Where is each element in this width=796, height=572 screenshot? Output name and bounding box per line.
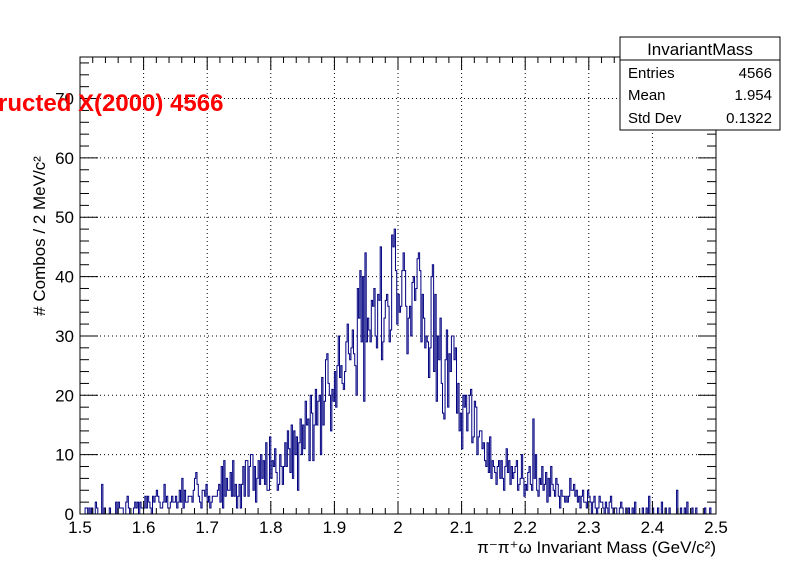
x-tick-label: 1.8 bbox=[259, 518, 283, 537]
x-tick-labels: 1.5 1.6 1.7 1.8 1.9 2 2.1 2.2 2.3 2.4 2.5 bbox=[68, 518, 728, 537]
y-tick-label: 40 bbox=[55, 268, 74, 287]
x-axis-title: π⁻π⁺ω Invariant Mass (GeV/c²) bbox=[477, 538, 716, 557]
y-tick-label: 0 bbox=[65, 505, 74, 524]
stats-entries-label: Entries bbox=[628, 65, 675, 82]
stats-std-value: 0.1322 bbox=[726, 110, 772, 127]
x-tick-label: 2.1 bbox=[450, 518, 474, 537]
x-tick-label: 1.7 bbox=[195, 518, 219, 537]
y-tick-label: 70 bbox=[55, 90, 74, 109]
overlay-title-text: ructed X(2000) 4566 bbox=[0, 90, 223, 117]
y-tick-label: 10 bbox=[55, 446, 74, 465]
stats-mean-value: 1.954 bbox=[734, 87, 772, 104]
y-tick-label: 20 bbox=[55, 386, 74, 405]
y-tick-label: 60 bbox=[55, 149, 74, 168]
axis-ticks bbox=[79, 57, 717, 515]
stats-title: InvariantMass bbox=[647, 40, 753, 59]
y-tick-label: 50 bbox=[55, 208, 74, 227]
x-tick-label: 2.3 bbox=[577, 518, 601, 537]
y-tick-labels: 0 10 20 30 40 50 60 70 bbox=[55, 90, 74, 524]
x-tick-label: 2.5 bbox=[704, 518, 728, 537]
y-tick-label: 30 bbox=[55, 327, 74, 346]
histogram-line bbox=[80, 228, 716, 514]
x-tick-label: 2.4 bbox=[641, 518, 665, 537]
stats-entries-value: 4566 bbox=[739, 65, 772, 82]
x-tick-label: 1.9 bbox=[323, 518, 347, 537]
stats-box-frame bbox=[619, 36, 781, 131]
x-tick-label: 1.6 bbox=[132, 518, 156, 537]
stats-box: InvariantMass Entries 4566 Mean 1.954 St… bbox=[619, 36, 781, 131]
x-tick-label: 2.2 bbox=[513, 518, 537, 537]
y-axis-title: # Combos / 2 MeV/c² bbox=[30, 156, 49, 316]
histogram-bins bbox=[80, 228, 716, 514]
stats-std-label: Std Dev bbox=[628, 110, 682, 127]
x-tick-label: 1.5 bbox=[68, 518, 92, 537]
x-tick-label: 2 bbox=[393, 518, 402, 537]
stats-mean-label: Mean bbox=[628, 87, 666, 104]
